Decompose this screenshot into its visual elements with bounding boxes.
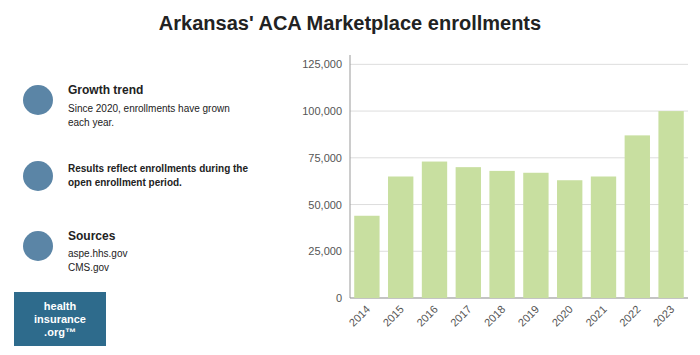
background xyxy=(0,0,700,355)
bar xyxy=(591,177,616,299)
info-heading-line: Sources xyxy=(68,229,116,243)
x-tick-label: 2017 xyxy=(448,303,474,329)
x-ticks: 2014 2015 2016 2017 2018 2019 2020 2021 2022 2023 xyxy=(347,303,677,329)
bar xyxy=(658,111,683,298)
info-text-line: Since 2020, enrollments have grown xyxy=(68,103,230,114)
x-tick-label: 2021 xyxy=(583,303,609,329)
bar xyxy=(422,162,447,298)
bar xyxy=(557,180,582,298)
info-text-line: each year. xyxy=(68,117,114,128)
y-tick-label: 75,000 xyxy=(308,152,342,164)
logo-text: healthinsurance.org™ xyxy=(34,300,86,338)
logo: healthinsurance.org™ xyxy=(14,292,106,346)
x-tick-label: 2019 xyxy=(516,303,542,329)
grid-line xyxy=(350,64,688,65)
logo-text-line: .org™ xyxy=(44,326,76,338)
x-tick-label: 2016 xyxy=(414,303,440,329)
info-icon xyxy=(23,231,53,261)
y-tick-label: 125,000 xyxy=(302,58,342,70)
bar xyxy=(388,177,413,299)
bar xyxy=(354,216,379,298)
x-tick-label: 2018 xyxy=(482,303,508,329)
grid xyxy=(350,64,688,298)
bar xyxy=(489,171,514,298)
info-icon xyxy=(23,85,53,115)
x-tick-label: 2020 xyxy=(549,303,575,329)
y-ticks: 0 25,000 50,000 75,000 100,000 125,000 xyxy=(302,58,342,304)
info-panel: Growth trend Since 2020, enrollments have… xyxy=(14,83,248,346)
y-tick-label: 0 xyxy=(336,292,342,304)
info-note-line: open enrollment period. xyxy=(68,177,182,188)
info-heading-line: Growth trend xyxy=(68,83,143,97)
x-tick-label: 2023 xyxy=(651,303,677,329)
chart-container: Arkansas' ACA Marketplace enrollments 0 25… xyxy=(0,0,700,355)
info-note-line: Results reflect enrollments during the xyxy=(68,163,248,174)
chart-title: Arkansas' ACA Marketplace enrollments xyxy=(159,12,541,34)
info-heading: Growth trend xyxy=(68,83,143,97)
y-tick-label: 50,000 xyxy=(308,199,342,211)
info-text: Since 2020, enrollments have grown each y… xyxy=(68,103,230,128)
info-note: Results reflect enrollments during the op… xyxy=(68,163,248,188)
info-sources-line: CMS.gov xyxy=(68,262,109,273)
bars xyxy=(354,111,684,298)
info-heading: Sources xyxy=(68,229,116,243)
y-axis-line xyxy=(350,55,351,298)
grid-line xyxy=(350,111,688,112)
bar xyxy=(456,167,481,298)
bar xyxy=(523,173,548,298)
logo-box xyxy=(14,292,106,346)
x-tick-label: 2015 xyxy=(380,303,406,329)
logo-text-line: health xyxy=(44,300,77,312)
info-sources: aspe.hhs.gov CMS.gov xyxy=(68,248,128,273)
info-icon xyxy=(23,161,53,191)
info-sources-line: aspe.hhs.gov xyxy=(68,248,128,259)
y-tick-label: 100,000 xyxy=(302,105,342,117)
bar xyxy=(625,135,650,298)
y-tick-label: 25,000 xyxy=(308,245,342,257)
chart-svg: Arkansas' ACA Marketplace enrollments 0 25… xyxy=(0,0,700,355)
x-tick-label: 2014 xyxy=(347,303,373,329)
x-tick-label: 2022 xyxy=(617,303,643,329)
logo-text-line: insurance xyxy=(34,313,86,325)
